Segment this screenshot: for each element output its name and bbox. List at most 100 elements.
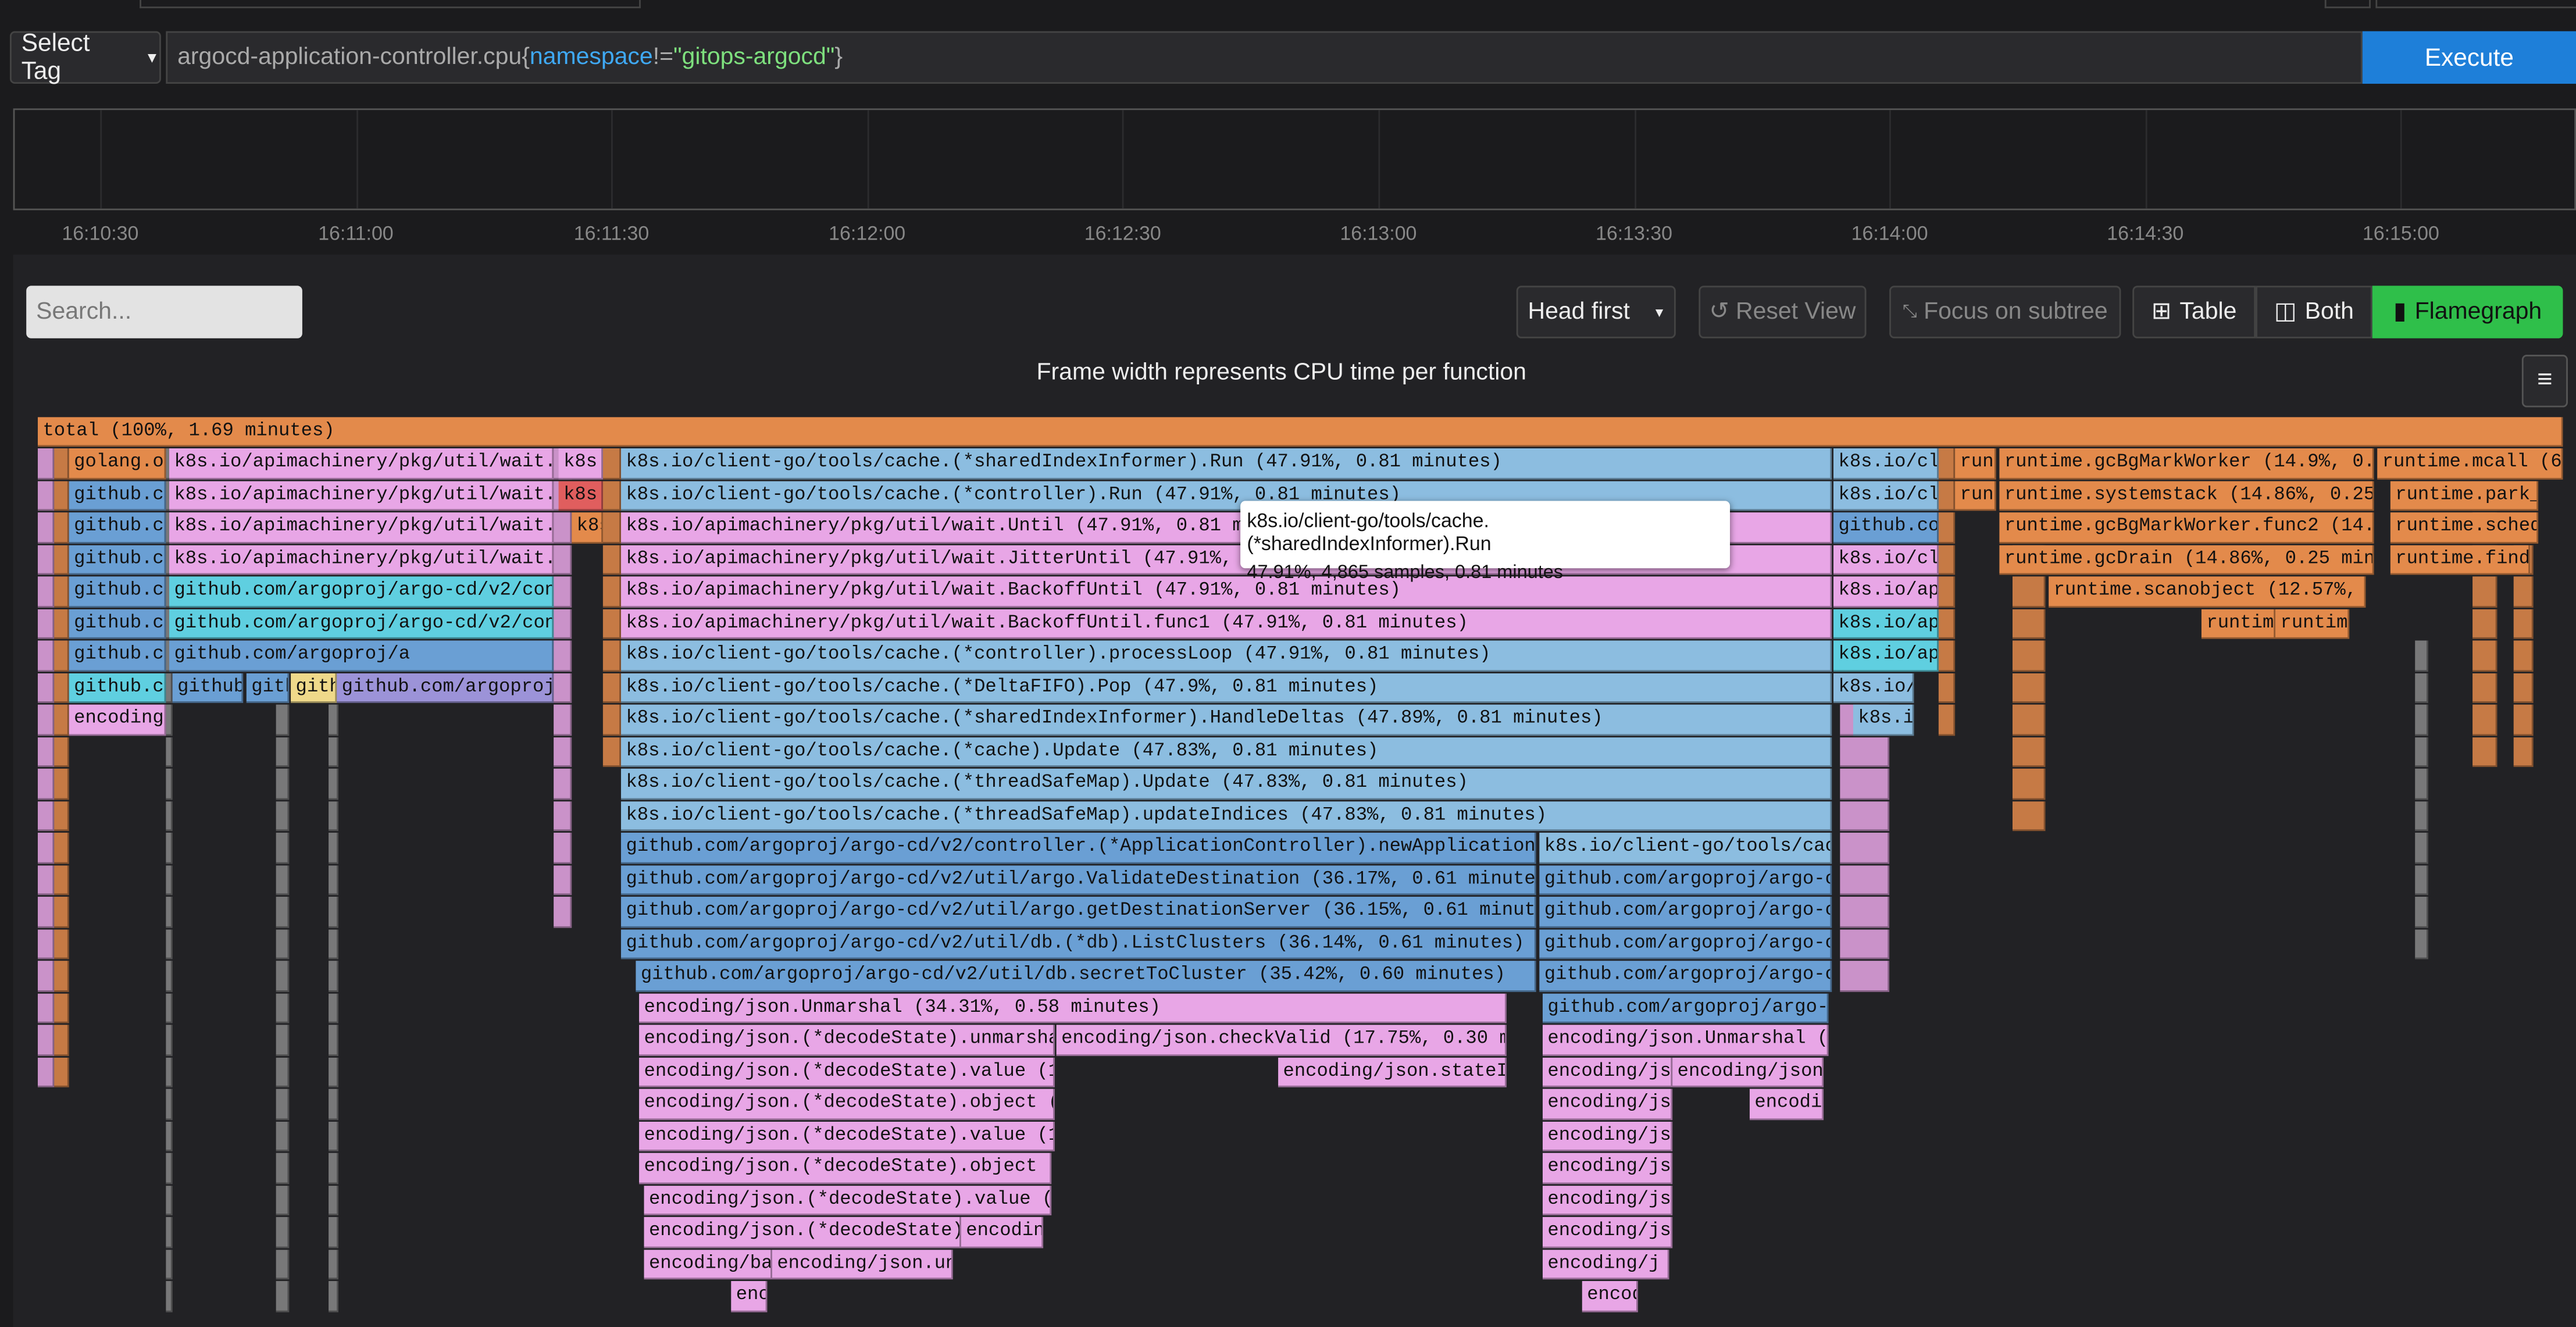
timeline-chart[interactable] [13,108,2576,211]
focus-button[interactable]: ⤡ Focus on subtree [1889,286,2121,338]
frame-stub [166,1057,173,1087]
menu-button[interactable]: ≡ [2521,355,2568,408]
frame-stub [166,1280,173,1312]
time-grid-line [1378,110,1380,209]
flame-frame: runtime.scanobject (12.57%, 0.2 [2049,576,2366,607]
frame-stub [2012,608,2046,639]
flame-frame: enc [731,1280,768,1312]
frame-stub [54,480,69,511]
frame-stub [329,961,339,991]
frame-stub [1938,672,1956,703]
flame-frame: k8s.io/clie [1833,448,1939,479]
time-grid-line [355,110,358,209]
frame-stub [1840,800,1890,832]
time-tick-label: 16:14:30 [2107,222,2184,245]
frame-stub [1938,512,1956,543]
frame-stub [2513,640,2534,671]
query-input[interactable]: argocd-application-controller.cpu{namesp… [166,31,2363,84]
flame-frame: github.com/argoproj/argo-cd/v [1539,961,1832,991]
both-button[interactable]: ◫ Both [2256,286,2372,338]
flame-frame: encoding/json.Unmarshal (34.31%, 0.58 mi… [639,993,1507,1023]
tag-select-label: Select Tag [21,29,90,85]
frame-stub [554,640,572,671]
flame-frame: encoding/bas [644,1248,772,1280]
flame-frame: k8s.io/client-go/tools/cache. [1539,832,1832,864]
frame-stub [2012,576,2046,607]
frame-stub [54,448,69,479]
frame-stub [2012,704,2046,735]
flame-frame: k8s.io/ [1833,672,1914,703]
frame-stub [329,736,339,767]
frame-stub [166,993,173,1023]
frame-stub [1840,832,1890,864]
flame-frame: runtime.gcDrain (14.86%, 0.25 minutes [1999,544,2374,575]
frame-stub [37,704,55,735]
flame-frame: github.com/argoproj/argo-cd/v2/util/db.(… [620,929,1536,959]
table-button[interactable]: ⊞ Table [2132,286,2256,338]
search-input[interactable]: Search... [26,286,302,338]
flame-frame: k8s.io/client-go/tools/cache.(*controlle… [620,640,1832,671]
flame-frame: k8s.io/apimachinery/pkg/util/wait.Jitt [169,480,554,511]
frame-stub [2415,832,2428,864]
time-grid-line [100,110,102,209]
top-input[interactable] [140,0,641,9]
frame-stub [1840,736,1890,767]
frame-stub [329,704,339,735]
execute-button[interactable]: Execute [2362,31,2576,84]
frame-stub [54,640,69,671]
flamegraph-button[interactable]: ▮ Flamegraph [2372,286,2563,338]
flame-frame: github.com/argoproj/argo-cd/v2/contro [169,576,554,607]
flame-frame: k8s.io/clie [1833,480,1939,511]
frame-stub [1938,608,1956,639]
frame-stub [2513,576,2534,607]
frame-stub [554,864,572,896]
frame-stub [329,864,339,896]
flame-frame: github.com/argoproj/argo-cd/v [1539,929,1832,959]
flame-frame: encodin [1749,1089,1824,1119]
reset-view-button[interactable]: ↺ Reset View [1699,286,1867,338]
time-grid-line [1122,110,1125,209]
time-grid-line [2400,110,2403,209]
frame-stub [329,1248,339,1280]
frame-stub [2415,768,2428,800]
frame-stub [2415,929,2428,959]
flame-frame: github.com/argoproj/argo-cd/v [1539,897,1832,928]
focus-label: Focus on subtree [1924,299,2108,326]
top-button[interactable] [2324,0,2371,9]
tag-select[interactable]: Select Tag ▼ [9,29,161,85]
time-grid-line [1634,110,1636,209]
frame-stub [1840,897,1890,928]
frame-stub [554,897,572,928]
frame-stub [276,929,290,959]
frame-stub [1938,480,1956,511]
frame-stub [2513,608,2534,639]
view-mode-select[interactable]: Head first ▼ [1516,286,1676,338]
flame-frame: encoding/json [1542,1153,1673,1183]
frame-stub [554,512,572,543]
frame-stub [329,1089,339,1119]
frame-stub [2415,800,2428,832]
frame-stub [329,1280,339,1312]
caret: ▼ [144,49,160,66]
frame-stub [54,736,69,767]
frame-stub [276,864,290,896]
time-tick-label: 16:13:00 [1340,222,1417,245]
flame-frame: encoding/ [69,704,166,735]
frame-stub [166,736,173,767]
flame-frame: github.co [69,640,166,671]
flamegraph-label: Flamegraph [2414,299,2542,326]
frame-stub [37,736,55,767]
frame-stub [166,800,173,832]
flame-frame: encoding/json.checkValid (17.75%, 0.30 m… [1056,1025,1507,1055]
flame-frame: encoding/json.Unmarshal (11. [1542,1057,1673,1087]
frame-stub [2472,736,2497,767]
frame-stub [2472,704,2497,735]
flame-frame: github.com/argoproj/argo-cd/v2/util/argo… [620,864,1536,896]
time-tick-label: 16:14:00 [1851,222,1928,245]
flame-frame: k8s.io/apimachinery/pkg/util/wait.Back [169,512,554,543]
top-button[interactable] [2375,0,2576,9]
frame-stub [37,576,55,607]
flame-frame: github.com/argoproj/argo-cd/v2/util/db.s… [636,961,1536,991]
